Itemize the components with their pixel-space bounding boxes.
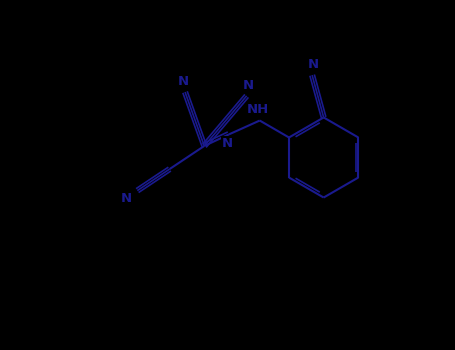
Text: NH: NH (247, 103, 269, 116)
Text: N: N (243, 79, 254, 92)
Text: N: N (121, 192, 132, 205)
Text: N: N (178, 75, 189, 88)
Text: N: N (308, 58, 319, 71)
Text: N: N (222, 137, 233, 150)
